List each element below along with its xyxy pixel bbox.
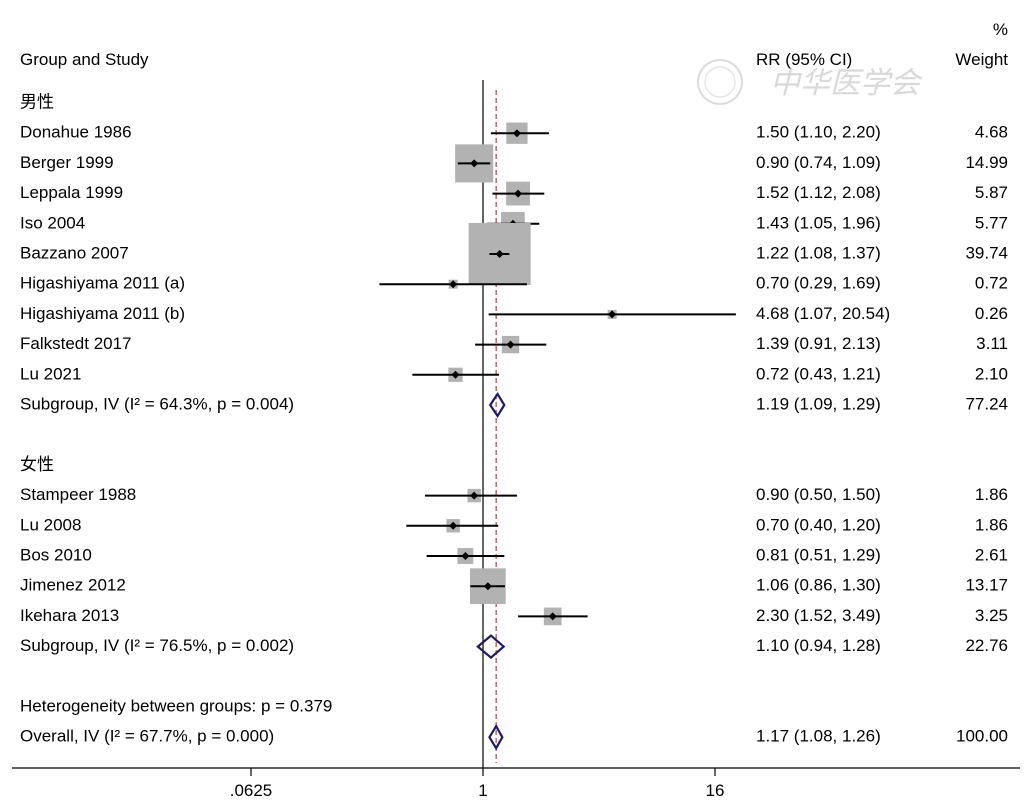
subgroup-weight-text: 77.24: [965, 394, 1008, 413]
overall-ci-text: 1.17 (1.08, 1.26): [756, 727, 881, 746]
study-weight-text: 13.17: [965, 576, 1008, 595]
study-label: Iso 2004: [20, 213, 85, 232]
study-point: [506, 340, 515, 349]
header-ci: RR (95% CI): [756, 50, 852, 69]
study-weight-text: 0.26: [975, 304, 1008, 323]
study-point: [483, 582, 492, 591]
plot-area: [379, 80, 736, 768]
study-weight-text: 39.74: [965, 243, 1008, 262]
header-weight: Weight: [955, 50, 1008, 69]
study-ci-text: 0.72 (0.43, 1.21): [756, 364, 881, 383]
study-ci-text: 0.90 (0.74, 1.09): [756, 153, 881, 172]
study-label: Jimenez 2012: [20, 576, 126, 595]
study-point: [451, 370, 460, 379]
study-label: Higashiyama 2011 (a): [20, 274, 185, 293]
study-label: Leppala 1999: [20, 183, 123, 202]
study-weight-text: 1.86: [975, 485, 1008, 504]
heterogeneity-text: Heterogeneity between groups: p = 0.379: [20, 696, 332, 715]
study-point: [470, 491, 479, 500]
study-weight-text: 3.25: [975, 606, 1008, 625]
study-weight-text: 0.72: [975, 274, 1008, 293]
x-tick-label: 1: [478, 781, 487, 800]
overall-diamond: [488, 724, 504, 751]
study-weight-text: 5.77: [975, 213, 1008, 232]
study-label: Falkstedt 2017: [20, 334, 132, 353]
study-ci-text: 1.52 (1.12, 2.08): [756, 183, 881, 202]
study-ci-text: 0.70 (0.29, 1.69): [756, 274, 881, 293]
row-labels: 男性 Donahue 1986 1.50 (1.10, 2.20) 4.68 Berge…: [20, 92, 1008, 745]
subgroup-weight-text: 22.76: [965, 636, 1008, 655]
header-study: Group and Study: [20, 50, 149, 69]
study-point: [548, 612, 557, 621]
study-point: [512, 129, 521, 138]
study-point: [461, 552, 470, 560]
group-label: 男性: [20, 92, 54, 111]
subgroup-label: Subgroup, IV (I² = 76.5%, p = 0.002): [20, 636, 294, 655]
study-point: [495, 250, 504, 258]
study-weight-text: 5.87: [975, 183, 1008, 202]
study-weight-text: 2.10: [975, 364, 1008, 383]
overall-label: Overall, IV (I² = 67.7%, p = 0.000): [20, 727, 274, 746]
subgroup-diamond: [488, 391, 506, 419]
study-ci-text: 0.70 (0.40, 1.20): [756, 515, 881, 534]
study-point: [449, 280, 458, 289]
study-ci-text: 0.90 (0.50, 1.50): [756, 485, 881, 504]
study-weight-text: 4.68: [975, 123, 1008, 142]
study-ci-text: 4.68 (1.07, 20.54): [756, 304, 890, 323]
study-label: Lu 2008: [20, 515, 81, 534]
subgroup-label: Subgroup, IV (I² = 64.3%, p = 0.004): [20, 394, 294, 413]
study-point: [470, 159, 479, 168]
study-weight-text: 2.61: [975, 545, 1008, 564]
subgroup-ci-text: 1.10 (0.94, 1.28): [756, 636, 881, 655]
subgroup-diamond: [476, 634, 506, 660]
study-label: Donahue 1986: [20, 123, 132, 142]
study-ci-text: 1.22 (1.08, 1.37): [756, 243, 881, 262]
study-weight-text: 14.99: [965, 153, 1008, 172]
study-label: Bazzano 2007: [20, 243, 129, 262]
subgroup-ci-text: 1.19 (1.09, 1.29): [756, 394, 881, 413]
watermark-seal-icon: [697, 59, 743, 105]
x-axis: .0625 1 16: [12, 767, 1020, 800]
study-weight-text: 1.86: [975, 515, 1008, 534]
study-ci-text: 1.43 (1.05, 1.96): [756, 213, 881, 232]
study-label: Stampeer 1988: [20, 485, 136, 504]
study-weight-text: 3.11: [976, 334, 1008, 353]
group-label: 女性: [20, 455, 54, 474]
study-label: Higashiyama 2011 (b): [20, 304, 185, 323]
study-label: Berger 1999: [20, 153, 114, 172]
study-label: Ikehara 2013: [20, 606, 119, 625]
study-point: [514, 189, 523, 198]
study-label: Bos 2010: [20, 545, 92, 564]
overall-weight-text: 100.00: [956, 727, 1008, 746]
x-tick-label: .0625: [230, 781, 273, 800]
study-point: [449, 521, 458, 530]
study-ci-text: 1.39 (0.91, 2.13): [756, 334, 881, 353]
study-ci-text: 2.30 (1.52, 3.49): [756, 606, 881, 625]
study-point: [608, 310, 617, 319]
x-tick-label: 16: [706, 781, 725, 800]
study-label: Lu 2021: [20, 364, 81, 383]
study-ci-text: 0.81 (0.51, 1.29): [756, 545, 881, 564]
study-ci-text: 1.06 (0.86, 1.30): [756, 576, 881, 595]
watermark: 中华医学会: [697, 59, 923, 105]
watermark-text: 中华医学会: [770, 66, 923, 101]
study-ci-text: 1.50 (1.10, 2.20): [756, 123, 881, 142]
header-weight-pct: %: [993, 20, 1008, 39]
